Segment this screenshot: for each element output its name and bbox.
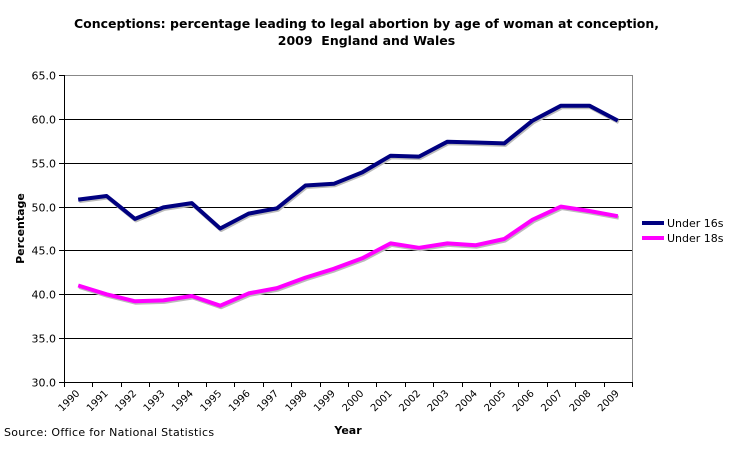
- chart-subtitle: 2009 England and Wales: [277, 33, 456, 48]
- y-tick-label: 35.0: [32, 333, 57, 346]
- y-tick-label: 45.0: [32, 245, 57, 258]
- series-shadow: [78, 206, 620, 310]
- x-tick-label: 1992: [113, 388, 139, 414]
- series-line-under-16s: [77, 103, 619, 231]
- x-tick-label: 2006: [511, 388, 537, 414]
- x-axis-ticks: 1990 1991 1992 1993 1994 1995 1996 1997 1998 1999…: [57, 382, 633, 414]
- y-axis-ticks: 30.0 35.0 40.0 45.0 50.0 55.0 60.0 65.0: [32, 70, 64, 390]
- series-shadow: [78, 105, 620, 232]
- x-tick-label: 2003: [426, 388, 452, 414]
- x-tick-label: 1998: [284, 388, 310, 414]
- y-axis-title: Percentage: [14, 193, 27, 264]
- x-tick-label: 2008: [568, 388, 594, 414]
- y-tick-label: 60.0: [32, 114, 57, 127]
- x-tick-label: 1996: [227, 388, 253, 414]
- x-tick-label: 2009: [596, 388, 622, 414]
- x-tick-label: 1999: [312, 388, 338, 414]
- x-tick-label: 1990: [57, 388, 83, 414]
- x-tick-label: 2000: [341, 388, 367, 414]
- chart-title: Conceptions: percentage leading to legal…: [0, 15, 733, 49]
- x-tick-label: 2007: [539, 388, 565, 414]
- x-tick-label: 1997: [255, 388, 281, 414]
- y-tick-label: 40.0: [32, 289, 57, 302]
- series-line-under-18s: [77, 204, 619, 308]
- x-tick-label: 2002: [397, 388, 423, 414]
- x-tick-label: 2004: [454, 388, 480, 414]
- y-tick-label: 55.0: [32, 158, 57, 171]
- x-tick-label: 2001: [369, 388, 395, 414]
- x-tick-label: 1993: [142, 388, 168, 414]
- x-tick-label: 1995: [199, 388, 225, 414]
- chart-title-line-1: Conceptions: percentage leading to legal…: [73, 16, 660, 31]
- legend-label: Under 18s: [667, 232, 724, 245]
- x-tick-label: 1994: [170, 388, 196, 414]
- legend-label: Under 16s: [667, 217, 724, 230]
- y-tick-label: 30.0: [32, 377, 57, 390]
- x-axis-title: Year: [333, 424, 362, 437]
- x-tick-label: 2005: [483, 388, 509, 414]
- x-tick-label: 1991: [85, 388, 111, 414]
- y-tick-label: 65.0: [32, 70, 57, 83]
- y-tick-label: 50.0: [32, 202, 57, 215]
- legend: Under 16s Under 18s: [642, 217, 724, 245]
- series-lines: [77, 103, 620, 310]
- source-note: Source: Office for National Statistics: [4, 426, 215, 439]
